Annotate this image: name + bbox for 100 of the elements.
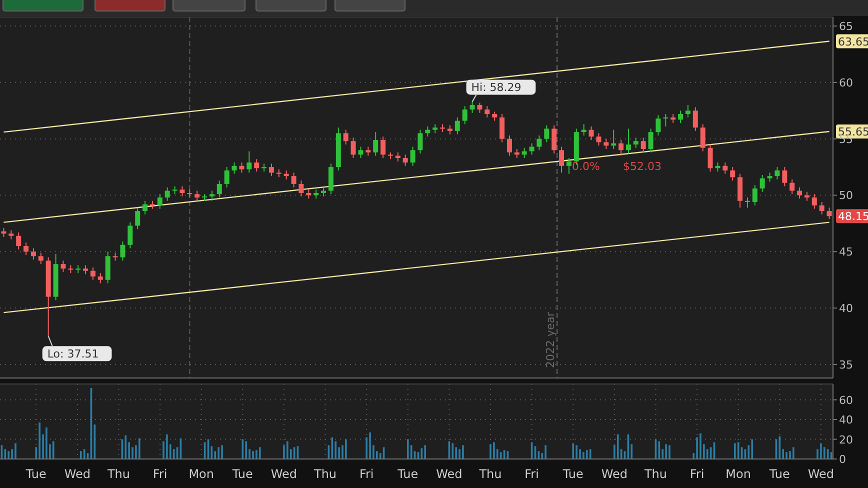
candlestick xyxy=(588,126,594,140)
candlestick xyxy=(180,186,185,197)
candlestick xyxy=(477,102,482,114)
candlestick xyxy=(462,106,468,125)
x-tick-label: Thu xyxy=(478,467,502,481)
candlestick xyxy=(291,172,296,188)
x-tick-label: Wed xyxy=(601,467,628,481)
candlestick xyxy=(246,150,252,174)
x-tick-label: Tue xyxy=(396,467,418,481)
candlestick xyxy=(120,240,126,262)
candlestick xyxy=(239,162,244,174)
annotation: $52.03 xyxy=(623,160,662,173)
candlestick xyxy=(544,124,550,143)
candlestick xyxy=(552,124,557,154)
candlestick xyxy=(142,200,148,215)
x-tick-label: Thu xyxy=(313,467,337,481)
x-tick-label: Fri xyxy=(152,467,168,481)
candlestick xyxy=(470,101,475,114)
candlestick xyxy=(566,158,572,174)
candlestick xyxy=(618,139,624,156)
x-tick-label: Fri xyxy=(359,467,374,481)
candlestick xyxy=(8,230,14,240)
y-tick-label: 0 xyxy=(839,453,846,466)
candlestick xyxy=(209,190,214,202)
candlestick xyxy=(373,132,378,156)
candlestick xyxy=(366,146,371,156)
x-tick-label: Wed xyxy=(808,467,834,481)
candlestick xyxy=(604,138,609,150)
candlestick xyxy=(24,242,29,256)
x-tick-label: Fri xyxy=(524,467,539,481)
candlestick xyxy=(730,166,736,182)
candlestick xyxy=(30,248,36,260)
candlestick xyxy=(432,124,438,134)
candlestick xyxy=(492,111,498,122)
annotation: Hi: 58.29 xyxy=(471,81,522,94)
candlestick xyxy=(232,162,237,174)
x-tick-label: Wed xyxy=(270,467,298,481)
candlestick xyxy=(826,207,832,220)
candlestick xyxy=(447,124,452,135)
candlestick xyxy=(321,186,326,197)
y-tick-label: 60 xyxy=(839,76,853,90)
candlestick xyxy=(418,129,423,154)
candlestick xyxy=(164,186,170,202)
x-tick-label: Thu xyxy=(643,467,668,481)
x-tick-label: Tue xyxy=(24,467,46,481)
candlestick xyxy=(135,207,140,230)
y-tick-label: 65 xyxy=(839,20,853,34)
candlestick xyxy=(380,136,386,159)
y-tick-label: 20 xyxy=(839,433,853,446)
candlestick xyxy=(722,162,728,174)
x-tick-label: Tue xyxy=(562,467,584,481)
candlestick xyxy=(105,251,110,284)
x-tick-label: Mon xyxy=(726,467,751,481)
candlestick xyxy=(298,180,304,197)
candlestick xyxy=(98,272,103,284)
candlestick xyxy=(633,137,638,148)
y-tick-label: 50 xyxy=(839,189,853,202)
candlestick xyxy=(268,163,274,177)
y-tick-label: 35 xyxy=(839,358,853,372)
candlestick xyxy=(767,172,772,182)
candlestick xyxy=(410,146,416,166)
candlestick xyxy=(83,264,88,275)
candlestick xyxy=(656,114,661,136)
candlestick xyxy=(90,266,96,280)
candlestick xyxy=(343,129,348,145)
y-tick-label: 40 xyxy=(839,302,853,316)
candlestick xyxy=(774,166,780,180)
candlestick xyxy=(128,222,133,249)
x-tick-label: Wed xyxy=(64,467,91,481)
y-tick-label: 40 xyxy=(839,414,853,427)
candlestick xyxy=(484,106,490,118)
y-tick-label: 60 xyxy=(839,394,853,407)
x-tick-label: Thu xyxy=(106,467,130,481)
candlestick xyxy=(402,154,408,166)
candlestick xyxy=(692,106,698,132)
x-tick-label: Mon xyxy=(188,467,214,481)
candlestick xyxy=(738,173,743,208)
candlestick xyxy=(596,132,602,146)
annotation: Lo: 37.51 xyxy=(47,348,99,361)
candlestick xyxy=(350,137,356,159)
candlestick xyxy=(454,116,460,135)
candlestick xyxy=(38,252,44,265)
candlestick xyxy=(626,128,631,154)
candlestick xyxy=(358,146,364,159)
candlestick xyxy=(224,166,230,188)
candlestick xyxy=(254,158,260,172)
candlestick xyxy=(536,134,542,151)
candlestick xyxy=(804,191,810,202)
candlestick xyxy=(819,202,824,215)
annotation: 0.0% xyxy=(572,160,600,173)
candlestick xyxy=(16,232,22,250)
y-tick-label: 45 xyxy=(839,246,853,259)
candlestick xyxy=(760,174,765,192)
candlestick xyxy=(700,124,706,152)
x-tick-label: Tue xyxy=(231,467,253,481)
candlestick xyxy=(640,137,646,153)
candlestick xyxy=(648,128,654,153)
candlestick xyxy=(708,144,713,172)
candlestick xyxy=(790,178,795,195)
candlestick xyxy=(522,147,527,159)
